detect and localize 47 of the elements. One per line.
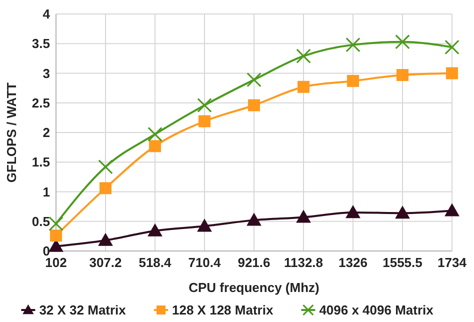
point — [444, 203, 460, 216]
point — [346, 205, 360, 218]
x-tick-label: 307.2 — [89, 255, 122, 270]
y-tick-label: 1.5 — [32, 154, 50, 170]
y-tick-label: 2.5 — [32, 95, 50, 110]
legend-label: 128 X 128 Matrix — [172, 302, 274, 318]
point — [347, 74, 359, 87]
x-tick-label: 518.4 — [138, 255, 172, 270]
point — [48, 216, 64, 232]
y-tick-label: 2 — [42, 125, 50, 140]
point — [197, 218, 212, 232]
y-tick-label: 1 — [42, 184, 50, 200]
point — [444, 40, 460, 55]
x-tick-label: 1555.5 — [382, 255, 422, 270]
point — [246, 72, 262, 88]
point — [296, 48, 311, 64]
point — [248, 99, 260, 112]
point — [298, 80, 310, 93]
point — [197, 98, 212, 113]
point — [396, 69, 408, 82]
x-tick-label: 1132.8 — [284, 255, 324, 270]
y-axis-title: GFLOPS / WATT — [4, 82, 19, 183]
x-tick-label: 1326 — [338, 255, 368, 270]
point — [148, 126, 162, 142]
point — [296, 210, 311, 223]
legend-label: 32 X 32 Matrix — [39, 302, 127, 318]
x-tick-label: 710.4 — [188, 255, 222, 270]
y-tick-label: 3 — [42, 66, 50, 81]
point — [148, 223, 162, 236]
x-tick-label: 1734 — [438, 255, 468, 270]
x-axis-title: CPU frequency (Mhz) — [188, 280, 320, 295]
point — [395, 34, 410, 50]
legend-label: 4096 x 4096 Matrix — [319, 302, 434, 318]
point — [98, 159, 113, 174]
y-tick-label: 0.5 — [32, 214, 50, 229]
point — [100, 182, 112, 194]
y-tick-label: 4 — [42, 6, 51, 22]
point — [395, 206, 410, 219]
point — [98, 232, 113, 246]
point — [246, 212, 262, 226]
point — [50, 230, 62, 242]
point — [446, 67, 458, 80]
y-tick-label: 3.5 — [32, 36, 50, 52]
x-tick-label: 921.6 — [238, 255, 270, 270]
point — [346, 37, 360, 52]
point — [149, 140, 161, 152]
point — [198, 115, 210, 128]
